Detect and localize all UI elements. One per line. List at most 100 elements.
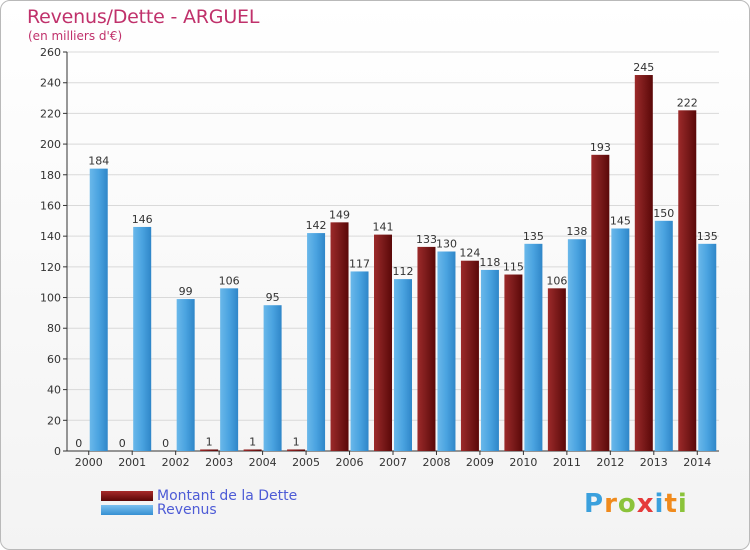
x-tick-label: 2003	[205, 456, 233, 469]
logo-letter: P	[584, 489, 605, 519]
bar-dette	[460, 260, 479, 451]
data-label-revenus: 118	[479, 256, 500, 269]
bar-revenus	[654, 220, 673, 451]
bar-dette	[287, 449, 306, 451]
bar-revenus	[394, 279, 412, 451]
data-label-dette: 124	[459, 247, 480, 260]
bar-revenus	[133, 226, 152, 451]
chart-subtitle: (en milliers d'€)	[28, 29, 123, 43]
x-tick-label: 2006	[336, 456, 364, 469]
data-label-dette: 0	[75, 437, 82, 450]
y-tick-label: 200	[40, 138, 61, 151]
x-tick-label: 2011	[553, 456, 581, 469]
x-tick-label: 2000	[75, 456, 103, 469]
logo-letter: r	[604, 489, 618, 519]
proxiti-logo: Proxiti	[584, 489, 688, 519]
data-label-dette: 133	[416, 233, 437, 246]
bar-dette	[634, 75, 653, 452]
logo-letter: i	[654, 489, 665, 519]
bar-revenus	[611, 228, 630, 451]
bar-revenus	[350, 271, 369, 451]
data-label-revenus: 117	[349, 257, 370, 270]
logo-letter: x	[636, 489, 655, 519]
legend-swatch-revenus	[101, 505, 153, 515]
data-label-revenus: 135	[523, 230, 544, 243]
bar-revenus	[567, 239, 586, 451]
y-tick-label: 220	[40, 107, 61, 120]
y-tick-label: 120	[40, 261, 61, 274]
bar-dette	[547, 288, 566, 451]
logo-letter: o	[617, 489, 637, 519]
data-label-dette: 141	[373, 221, 394, 234]
bar-dette	[504, 274, 523, 451]
data-label-dette: 0	[162, 437, 169, 450]
x-tick-label: 2012	[596, 456, 624, 469]
x-tick-label: 2013	[640, 456, 668, 469]
legend-label-revenus: Revenus	[157, 502, 217, 518]
y-tick-label: 240	[40, 77, 61, 90]
legend-item-revenus: Revenus	[101, 502, 217, 518]
y-tick-label: 260	[40, 46, 61, 59]
bar-dette	[243, 449, 262, 451]
y-tick-label: 60	[47, 353, 61, 366]
x-tick-label: 2004	[249, 456, 277, 469]
y-tick-label: 100	[40, 292, 61, 305]
data-label-revenus: 142	[306, 219, 327, 232]
bar-dette	[200, 449, 219, 451]
legend-swatch-dette	[101, 491, 153, 501]
bar-revenus	[524, 243, 543, 451]
data-label-dette: 106	[546, 274, 567, 287]
data-label-dette: 115	[503, 261, 524, 274]
x-tick-label: 2001	[118, 456, 146, 469]
bar-revenus	[263, 305, 282, 451]
data-label-dette: 1	[206, 435, 213, 448]
bar-revenus	[307, 233, 326, 451]
y-tick-label: 180	[40, 169, 61, 182]
data-label-revenus: 184	[88, 155, 109, 168]
y-tick-label: 140	[40, 230, 61, 243]
x-tick-label: 2005	[292, 456, 320, 469]
logo-letter: t	[664, 489, 678, 519]
chart-title: Revenus/Dette - ARGUEL	[27, 6, 260, 28]
legend-item-dette: Montant de la Dette	[101, 488, 297, 504]
data-label-revenus: 146	[132, 213, 153, 226]
y-tick-label: 20	[47, 414, 61, 427]
data-label-dette: 0	[119, 437, 126, 450]
legend-label-dette: Montant de la Dette	[157, 488, 298, 504]
x-tick-label: 2002	[162, 456, 190, 469]
data-label-revenus: 112	[393, 265, 414, 278]
data-label-revenus: 138	[566, 225, 587, 238]
bar-dette	[591, 154, 610, 452]
data-label-revenus: 135	[697, 230, 718, 243]
bar-revenus	[176, 299, 195, 451]
data-label-dette: 222	[677, 96, 698, 109]
bar-revenus	[437, 251, 456, 451]
bar-dette	[374, 234, 392, 451]
x-tick-label: 2014	[683, 456, 711, 469]
data-label-revenus: 106	[219, 274, 240, 287]
data-label-revenus: 150	[653, 207, 674, 220]
data-label-dette: 1	[293, 435, 300, 448]
y-tick-label: 0	[54, 445, 61, 458]
data-label-dette: 245	[633, 61, 654, 74]
y-tick-label: 80	[47, 322, 61, 335]
data-label-dette: 193	[590, 141, 611, 154]
y-tick-label: 40	[47, 384, 61, 397]
bar-revenus	[89, 168, 108, 451]
bar-revenus	[220, 288, 239, 451]
data-label-revenus: 99	[179, 285, 193, 298]
data-label-revenus: 145	[610, 214, 631, 227]
data-label-dette: 1	[249, 435, 256, 448]
data-label-revenus: 95	[266, 291, 280, 304]
bar-revenus	[480, 269, 499, 451]
x-tick-label: 2008	[422, 456, 450, 469]
bar-dette	[417, 246, 436, 451]
x-tick-label: 2010	[509, 456, 537, 469]
y-tick-label: 160	[40, 199, 61, 212]
bar-dette	[330, 222, 349, 451]
data-label-revenus: 130	[436, 238, 457, 251]
bar-revenus	[698, 243, 717, 451]
x-tick-label: 2007	[379, 456, 407, 469]
